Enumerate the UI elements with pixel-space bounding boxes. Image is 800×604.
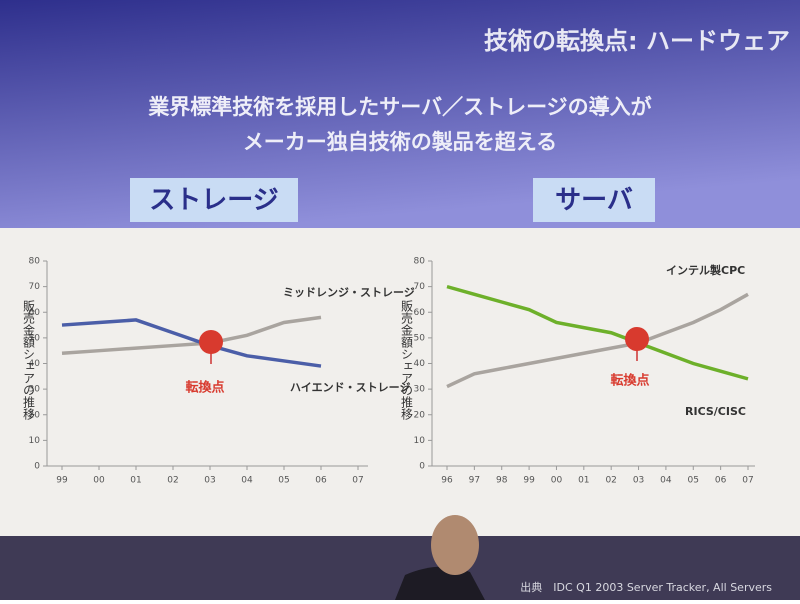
series-line	[61, 318, 322, 368]
series-label: RICS/CISC	[685, 405, 746, 418]
x-tick-label: 06	[315, 476, 327, 486]
y-tick-label: 0	[34, 462, 40, 472]
slide-title: 技術の転換点: ハードウェア	[484, 27, 790, 55]
x-tick-label: 96	[441, 476, 453, 486]
x-tick-label: 04	[241, 476, 253, 486]
y-tick-label: 40	[29, 359, 41, 369]
y-tick-label: 80	[29, 257, 41, 267]
subtitle: 業界標準技術を採用したサーバ／ストレージの導入が	[148, 95, 651, 119]
y-tick-label: 30	[29, 385, 41, 395]
x-tick-label: 03	[204, 476, 215, 486]
source: 出典 IDC Q1 2003 Server Tracker, All Serve…	[520, 580, 772, 594]
y-axis-label: 販売金額シェアの推移	[400, 300, 414, 421]
annotation: 転換点	[610, 373, 649, 389]
x-tick-label: 98	[496, 476, 508, 486]
subtitle: メーカー独自技術の製品を超える	[243, 130, 557, 154]
y-tick-label: 50	[414, 333, 426, 343]
x-tick-label: 06	[715, 476, 727, 486]
y-tick-label: 20	[414, 410, 426, 420]
y-tick-label: 80	[414, 257, 426, 267]
y-tick-label: 70	[29, 282, 41, 292]
section-label: ストレージ	[149, 186, 278, 216]
x-tick-label: 07	[352, 476, 363, 486]
y-tick-label: 10	[414, 436, 426, 446]
x-tick-label: 01	[130, 476, 141, 486]
series-label: ハイエンド・ストレージ	[290, 381, 410, 394]
y-tick-label: 60	[414, 308, 426, 318]
series-label: インテル製CPC	[666, 263, 745, 277]
x-tick-label: 00	[551, 476, 563, 486]
x-tick-label: 99	[56, 476, 68, 486]
x-tick-label: 99	[523, 476, 535, 486]
y-axis-label: 販売金額シェアの推移	[22, 300, 36, 421]
y-tick-label: 60	[29, 308, 41, 318]
series-label: ミッドレンジ・ストレージ	[283, 286, 415, 299]
x-tick-label: 04	[660, 476, 672, 486]
x-tick-label: 02	[605, 476, 616, 486]
annotation: 転換点	[185, 380, 224, 396]
chart-panel	[0, 228, 800, 536]
x-tick-label: 01	[578, 476, 589, 486]
x-tick-label: 00	[93, 476, 105, 486]
y-tick-label: 50	[29, 333, 41, 343]
crossover-marker	[199, 330, 223, 354]
x-tick-label: 05	[688, 476, 699, 486]
y-tick-label: 0	[419, 462, 425, 472]
x-tick-label: 07	[742, 476, 753, 486]
x-tick-label: 02	[167, 476, 178, 486]
speaker	[395, 566, 485, 600]
series-line	[61, 315, 322, 355]
crossover-marker	[625, 327, 649, 351]
x-tick-label: 97	[469, 476, 480, 486]
section-label: サーバ	[555, 186, 633, 216]
section-box	[130, 178, 298, 222]
y-tick-label: 10	[29, 436, 41, 446]
section-box	[533, 178, 655, 222]
y-tick-label: 30	[414, 385, 426, 395]
series-line	[446, 284, 749, 381]
speaker-head	[431, 515, 479, 575]
x-tick-label: 05	[278, 476, 289, 486]
x-tick-label: 03	[633, 476, 644, 486]
y-tick-label: 40	[414, 359, 426, 369]
y-tick-label: 70	[414, 282, 426, 292]
y-tick-label: 20	[29, 410, 41, 420]
series-line	[446, 292, 749, 389]
